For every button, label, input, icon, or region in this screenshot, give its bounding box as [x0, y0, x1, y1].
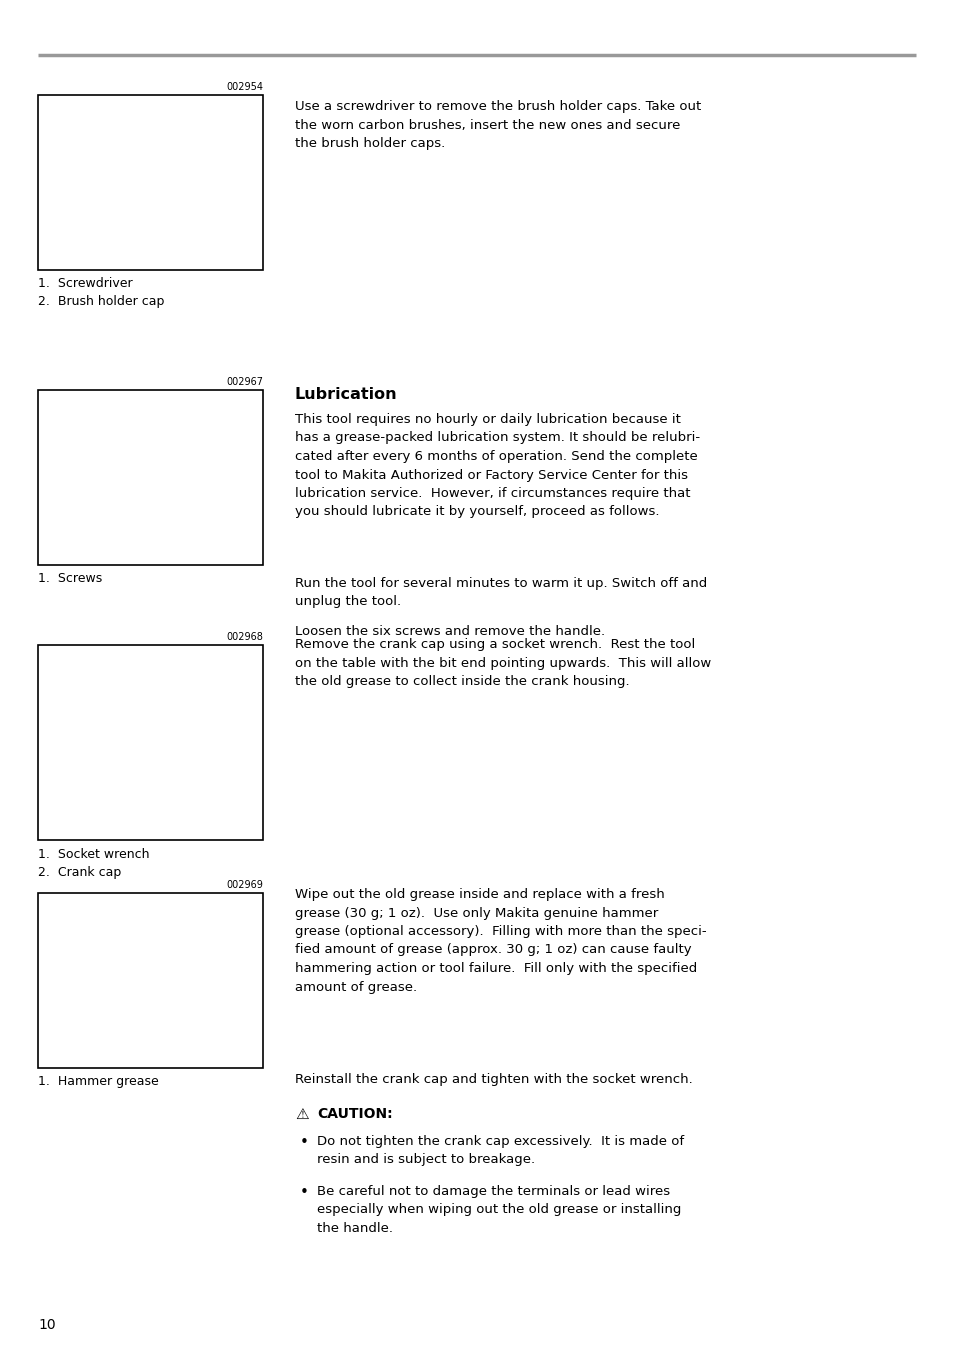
Text: Be careful not to damage the terminals or lead wires
especially when wiping out : Be careful not to damage the terminals o… [316, 1184, 680, 1234]
Text: 002968: 002968 [226, 631, 263, 642]
Text: Lubrication: Lubrication [294, 387, 397, 402]
Bar [38, 894, 263, 1068]
Text: Run the tool for several minutes to warm it up. Switch off and
unplug the tool.: Run the tool for several minutes to warm… [294, 577, 706, 608]
Text: Do not tighten the crank cap excessively.  It is made of
resin and is subject to: Do not tighten the crank cap excessively… [316, 1134, 683, 1167]
Text: 2.  Crank cap: 2. Crank cap [38, 867, 121, 879]
Text: 002969: 002969 [226, 880, 263, 890]
Text: Remove the crank cap using a socket wrench.  Rest the tool
on the table with the: Remove the crank cap using a socket wren… [294, 638, 711, 688]
Bar [38, 95, 263, 270]
Text: Wipe out the old grease inside and replace with a fresh
grease (30 g; 1 oz).  Us: Wipe out the old grease inside and repla… [294, 888, 706, 994]
Text: 1.  Screwdriver: 1. Screwdriver [38, 277, 132, 289]
Text: 1.  Hammer grease: 1. Hammer grease [38, 1075, 158, 1088]
Text: •: • [299, 1134, 309, 1151]
Bar [38, 645, 263, 840]
Text: This tool requires no hourly or daily lubrication because it
has a grease-packed: This tool requires no hourly or daily lu… [294, 412, 700, 519]
Text: 1.  Socket wrench: 1. Socket wrench [38, 848, 150, 861]
Text: •: • [299, 1184, 309, 1201]
Text: CAUTION:: CAUTION: [316, 1107, 393, 1121]
Text: 002954: 002954 [226, 82, 263, 92]
Text: Reinstall the crank cap and tighten with the socket wrench.: Reinstall the crank cap and tighten with… [294, 1073, 692, 1086]
Text: 10: 10 [38, 1318, 55, 1332]
Text: Loosen the six screws and remove the handle.: Loosen the six screws and remove the han… [294, 625, 604, 638]
Text: ⚠: ⚠ [294, 1107, 309, 1122]
Text: Use a screwdriver to remove the brush holder caps. Take out
the worn carbon brus: Use a screwdriver to remove the brush ho… [294, 100, 700, 150]
Text: 002967: 002967 [226, 377, 263, 387]
Text: 1.  Screws: 1. Screws [38, 572, 102, 585]
Bar [38, 389, 263, 565]
Text: 2.  Brush holder cap: 2. Brush holder cap [38, 295, 164, 308]
